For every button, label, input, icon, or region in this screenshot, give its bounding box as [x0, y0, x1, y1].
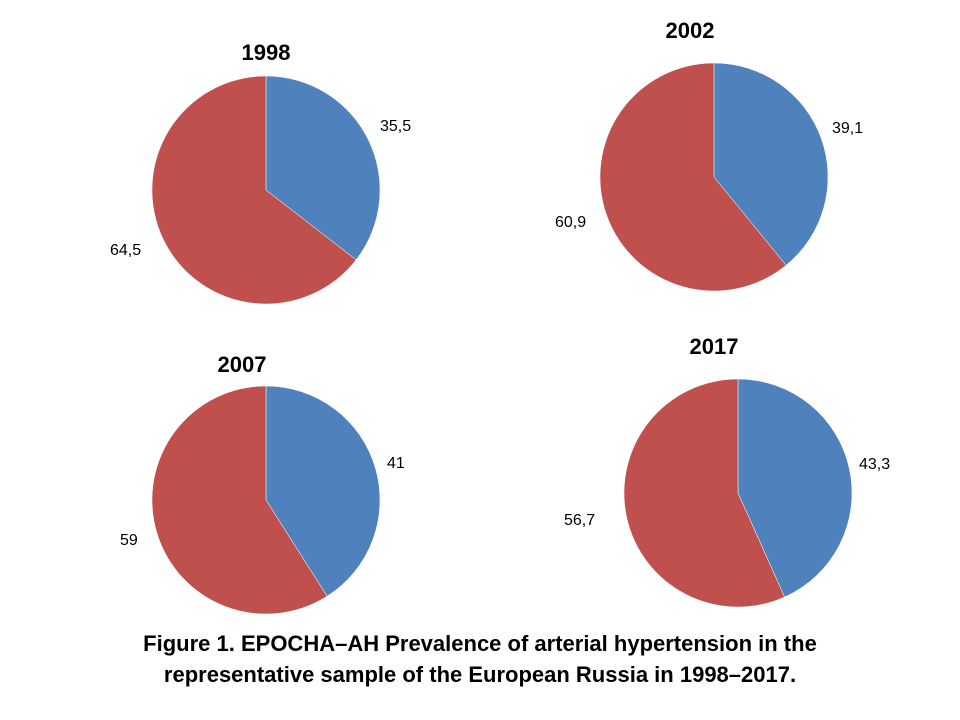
pie-2017-data-label-0: 43,3 — [859, 456, 891, 473]
pie-2007-data-label-1: 59 — [120, 532, 138, 549]
figure-caption: Figure 1. EPOCHA–AH Prevalence of arteri… — [0, 628, 960, 690]
pie-1998-slice-0 — [265, 75, 381, 261]
pie-2007-slice-1 — [151, 385, 328, 615]
pie-1998-slice-1 — [151, 75, 357, 305]
pie-1998-data-label-1: 64,5 — [110, 242, 142, 259]
caption-line-2: representative sample of the European Ru… — [163, 662, 797, 687]
pie-2007-data-label-0: 41 — [387, 455, 405, 472]
pie-2007-title: 2007 — [217, 352, 267, 377]
pie-2002-slice-1 — [599, 62, 787, 292]
pie-2002-title: 2002 — [665, 18, 715, 43]
pie-2002-data-label-1: 60,9 — [555, 214, 587, 231]
caption-line-1: Figure 1. EPOCHA–AH Prevalence of arteri… — [143, 631, 817, 656]
pie-2017-slice-1 — [623, 378, 785, 608]
pie-2017-slice-0 — [737, 378, 853, 598]
pie-2002-data-label-0: 39,1 — [832, 120, 864, 137]
pie-2017-title: 2017 — [689, 334, 739, 359]
pie-2002-slice-0 — [713, 62, 829, 266]
pie-1998-data-label-0: 35,5 — [380, 118, 412, 135]
pie-2007-slice-0 — [265, 385, 381, 597]
pie-1998-title: 1998 — [241, 40, 291, 65]
pie-2017-data-label-1: 56,7 — [564, 512, 596, 529]
